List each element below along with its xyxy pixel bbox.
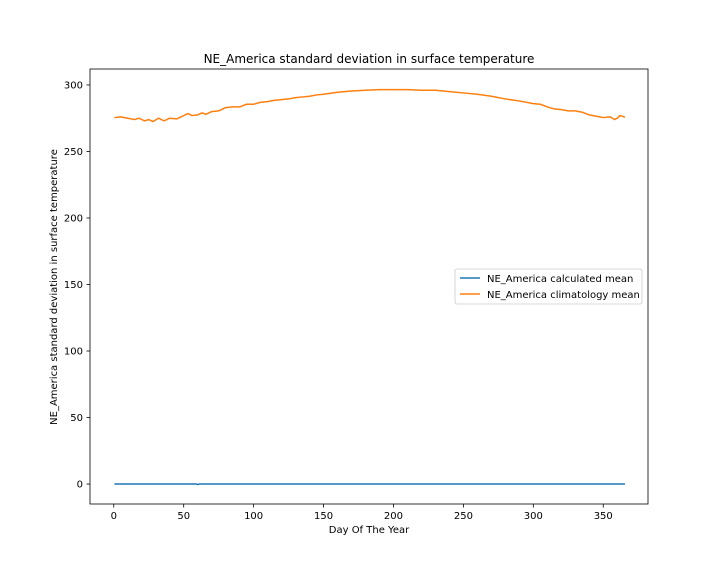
y-tick-label: 150 <box>64 280 83 291</box>
y-tick-label: 100 <box>64 347 83 358</box>
series-line-calculated-mean <box>114 483 625 486</box>
legend: NE_America calculated mean NE_America cl… <box>454 268 643 305</box>
x-tick-label: 300 <box>524 511 543 522</box>
legend-box <box>454 268 643 305</box>
x-tick-label: 0 <box>111 511 117 522</box>
plot-lines <box>114 88 626 486</box>
x-tick-label: 150 <box>314 511 333 522</box>
x-tick-label: 50 <box>177 511 190 522</box>
y-tick-label: 250 <box>64 147 83 158</box>
x-axis-ticks: 0 50 100 150 200 250 300 350 <box>111 504 613 522</box>
x-tick-label: 350 <box>594 511 613 522</box>
y-axis-label: NE_America standard deviation in surface… <box>49 149 60 425</box>
y-tick-label: 200 <box>64 213 83 224</box>
chart-title: NE_America standard deviation in surface… <box>204 52 535 66</box>
y-tick-label: 300 <box>64 80 83 91</box>
y-tick-label: 0 <box>77 480 83 491</box>
y-tick-label: 50 <box>70 413 83 424</box>
x-tick-label: 250 <box>454 511 473 522</box>
legend-label-calculated: NE_America calculated mean <box>487 274 633 285</box>
x-tick-label: 100 <box>244 511 263 522</box>
series-line-climatology-mean <box>114 88 626 123</box>
plot-frame <box>89 68 649 505</box>
x-tick-label: 200 <box>384 511 403 522</box>
x-axis-label: Day Of The Year <box>329 525 410 536</box>
legend-label-climatology: NE_America climatology mean <box>487 290 640 301</box>
y-axis-ticks: 0 50 100 150 200 250 300 <box>64 80 90 491</box>
